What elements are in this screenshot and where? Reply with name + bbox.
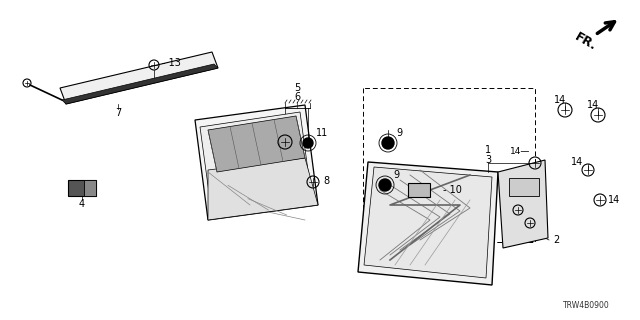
- Circle shape: [379, 179, 391, 191]
- Text: - 13: - 13: [162, 58, 181, 68]
- Bar: [68, 180, 96, 196]
- Circle shape: [303, 138, 313, 148]
- Text: 5: 5: [294, 83, 300, 93]
- Text: FR.: FR.: [572, 31, 598, 53]
- Text: 9: 9: [393, 170, 399, 180]
- Text: 14: 14: [608, 195, 620, 205]
- Bar: [84, 180, 96, 196]
- Polygon shape: [364, 167, 492, 278]
- Text: 1: 1: [485, 145, 491, 155]
- Polygon shape: [208, 158, 318, 220]
- Text: 8: 8: [323, 176, 329, 186]
- Polygon shape: [200, 112, 312, 215]
- Polygon shape: [208, 116, 305, 172]
- Text: 11: 11: [316, 128, 328, 138]
- Text: 14: 14: [571, 157, 583, 167]
- Text: 6: 6: [294, 92, 300, 102]
- Polygon shape: [358, 162, 498, 285]
- Text: 3: 3: [485, 155, 491, 165]
- Text: 7: 7: [115, 108, 121, 118]
- Circle shape: [382, 137, 394, 149]
- Polygon shape: [498, 160, 548, 248]
- Text: - 10: - 10: [443, 185, 462, 195]
- Text: 9: 9: [396, 128, 402, 138]
- Text: 14: 14: [554, 95, 566, 105]
- Text: 14—: 14—: [510, 148, 531, 156]
- Text: 2: 2: [553, 235, 559, 245]
- Polygon shape: [62, 64, 218, 104]
- Text: 12: 12: [264, 128, 276, 138]
- Polygon shape: [195, 105, 318, 220]
- Polygon shape: [60, 52, 218, 104]
- Bar: [408, 183, 430, 197]
- Text: TRW4B0900: TRW4B0900: [563, 301, 610, 310]
- Bar: [509, 178, 539, 196]
- Text: 4: 4: [79, 199, 85, 209]
- Text: 14: 14: [587, 100, 599, 110]
